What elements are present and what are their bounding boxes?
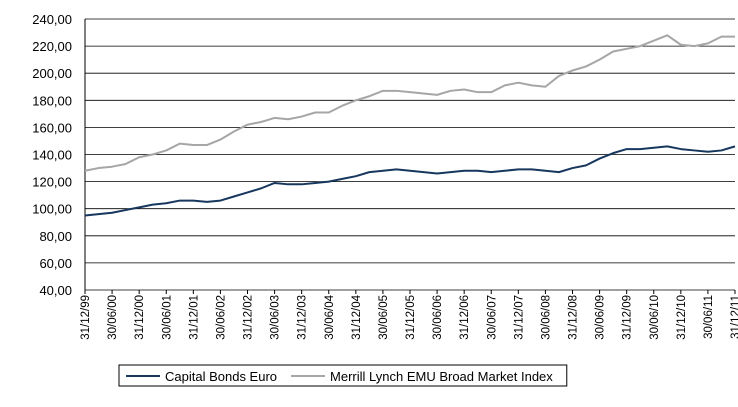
x-tick-label: 30/06/00 [107,295,119,340]
y-tick-label: 160,00 [32,120,72,135]
series-line [84,34,735,172]
x-tick-label: 31/12/99 [80,295,92,340]
x-tick-label: 30/06/01 [161,295,173,340]
legend-box [118,364,568,387]
x-tick-label: 31/12/07 [513,295,525,340]
x-tick-label: 31/12/06 [459,295,471,340]
x-tick-label: 30/06/08 [540,295,552,340]
y-tick-label: 100,00 [32,202,72,217]
x-tick-label: 31/12/05 [405,295,417,340]
y-tick-label: 140,00 [32,148,72,163]
x-tick-label: 30/06/04 [324,294,336,339]
x-tick-label: 30/06/06 [432,295,444,340]
y-tick-label: 180,00 [32,93,72,108]
legend-label: Capital Bonds Euro [165,369,277,384]
x-tick-label: 30/06/09 [595,295,607,340]
x-tick-label: 31/12/10 [676,295,688,340]
y-tick-label: 120,00 [32,175,72,190]
y-tick-label: 60,00 [39,256,72,271]
x-tick-label: 30/06/05 [378,295,390,340]
series-line [84,145,736,217]
x-tick-label: 30/06/07 [486,295,498,340]
x-tick-label: 31/12/02 [243,295,255,340]
y-tick-label: 240,00 [32,12,72,27]
y-tick-label: 40,00 [39,283,72,298]
y-tick-label: 220,00 [32,39,72,54]
x-tick-label: 30/06/02 [215,295,227,340]
x-tick-label: 31/12/04 [351,294,363,339]
x-tick-label: 31/12/11 [730,295,738,339]
x-tick-label: 30/06/03 [270,295,282,340]
legend-label: Merrill Lynch EMU Broad Market Index [330,369,553,384]
x-tick-label: 31/12/03 [297,295,309,340]
y-tick-label: 80,00 [39,229,72,244]
x-tick-label: 31/12/01 [188,295,200,340]
y-tick-label: 200,00 [32,66,72,81]
x-tick-label: 30/06/11 [703,295,715,339]
x-tick-label: 31/12/08 [568,295,580,340]
x-tick-label: 31/12/09 [622,295,634,340]
legend: Capital Bonds Euro Merrill Lynch EMU Broa… [118,364,568,387]
x-tick-label: 30/06/10 [649,295,661,340]
x-tick-label: 31/12/00 [134,295,146,340]
